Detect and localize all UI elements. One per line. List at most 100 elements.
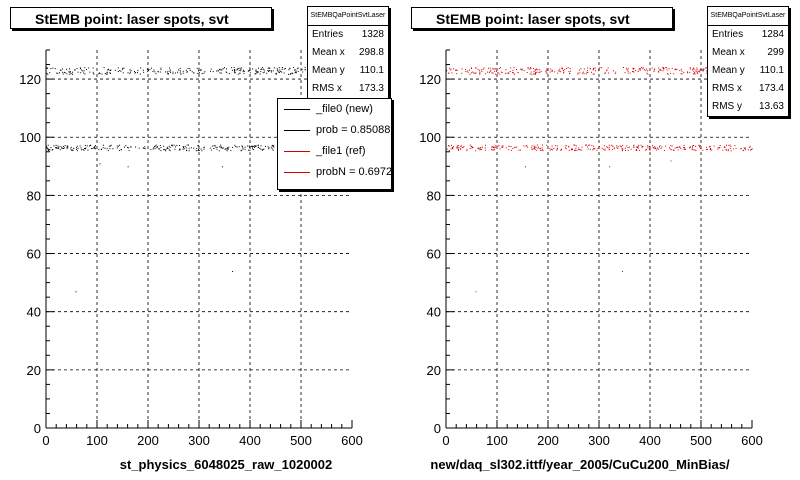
- data-point: [537, 147, 539, 149]
- data-point: [127, 72, 129, 74]
- data-point: [102, 147, 104, 149]
- data-point: [626, 145, 628, 147]
- data-point: [604, 148, 606, 150]
- data-point: [220, 144, 222, 146]
- data-point: [594, 67, 596, 69]
- data-point: [47, 148, 48, 150]
- data-point: [550, 68, 552, 70]
- data-point: [656, 149, 658, 151]
- y-tick-label: 0: [434, 421, 441, 436]
- data-point: [703, 69, 705, 71]
- data-point: [254, 73, 256, 75]
- data-point: [698, 70, 700, 72]
- data-point: [480, 69, 482, 71]
- data-point: [512, 69, 514, 71]
- data-point: [472, 146, 474, 148]
- data-point: [252, 149, 254, 151]
- data-point: [697, 70, 699, 72]
- data-point: [636, 150, 638, 151]
- data-point: [183, 147, 184, 149]
- data-point: [148, 69, 149, 71]
- data-point: [179, 67, 181, 69]
- data-point: [198, 72, 200, 74]
- data-point: [122, 72, 124, 74]
- data-point: [598, 70, 600, 72]
- x-tick-label: 100: [86, 433, 108, 448]
- data-point: [446, 148, 448, 150]
- data-point: [227, 148, 229, 150]
- data-point: [460, 148, 462, 150]
- data-point: [153, 146, 155, 148]
- data-point: [239, 67, 241, 69]
- data-point: [575, 147, 577, 149]
- data-point: [694, 72, 696, 74]
- data-point: [294, 72, 296, 74]
- data-point: [448, 145, 450, 147]
- data-point: [69, 71, 71, 72]
- data-point: [165, 149, 167, 151]
- data-point: [290, 73, 292, 75]
- data-point: [169, 70, 171, 72]
- data-point: [540, 147, 542, 149]
- data-point: [612, 145, 614, 147]
- data-point: [481, 146, 483, 148]
- data-point: [580, 68, 582, 70]
- data-point: [639, 149, 640, 151]
- y-tick-label: 100: [419, 130, 441, 145]
- data-point: [540, 70, 542, 72]
- data-point: [79, 145, 81, 147]
- data-point: [238, 69, 240, 71]
- data-point: [182, 146, 184, 147]
- data-point: [138, 147, 140, 149]
- data-point: [243, 70, 245, 72]
- data-point: [529, 73, 531, 75]
- data-point: [267, 67, 269, 69]
- data-point: [499, 73, 501, 75]
- data-point: [452, 146, 454, 148]
- data-point: [675, 146, 677, 148]
- data-point: [593, 148, 595, 150]
- data-point: [512, 148, 514, 149]
- data-point: [212, 71, 214, 73]
- data-point: [456, 147, 458, 149]
- x-tick-label: 400: [239, 433, 261, 448]
- data-point: [606, 146, 608, 148]
- data-point: [556, 147, 558, 149]
- data-point: [55, 144, 57, 146]
- data-point: [511, 149, 513, 151]
- data-point: [249, 146, 251, 148]
- data-point: [63, 147, 65, 149]
- data-point: [478, 69, 480, 71]
- data-point: [627, 70, 629, 72]
- data-point: [213, 145, 215, 147]
- data-point: [593, 145, 595, 147]
- data-point: [220, 69, 222, 71]
- data-point: [234, 144, 236, 146]
- data-point: [77, 147, 79, 149]
- data-point: [174, 148, 176, 150]
- data-point: [124, 146, 125, 148]
- data-point: [674, 147, 676, 149]
- data-point: [750, 149, 751, 151]
- data-point: [182, 148, 184, 150]
- data-point: [149, 69, 151, 71]
- data-point: [637, 147, 639, 149]
- data-point: [62, 73, 64, 75]
- data-point: [283, 72, 285, 74]
- data-point: [147, 71, 149, 73]
- data-point: [198, 67, 200, 69]
- data-point: [537, 69, 539, 71]
- data-point: [66, 68, 67, 70]
- data-point: [470, 68, 472, 69]
- data-point: [273, 67, 275, 69]
- data-point: [729, 144, 731, 146]
- data-point: [680, 68, 682, 70]
- data-point: [657, 70, 659, 72]
- data-point: [705, 67, 707, 69]
- data-point: [492, 149, 494, 151]
- data-point: [667, 73, 668, 75]
- data-point: [210, 68, 212, 70]
- data-point: [466, 150, 468, 152]
- data-point: [465, 71, 467, 73]
- data-point: [57, 145, 59, 147]
